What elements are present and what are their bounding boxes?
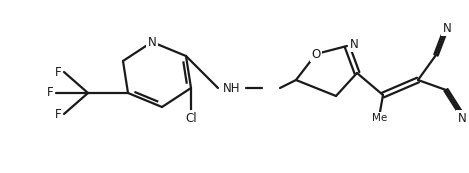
Text: NH: NH	[223, 81, 241, 94]
Text: F: F	[55, 107, 61, 121]
Text: O: O	[311, 48, 321, 61]
Text: F: F	[55, 66, 61, 79]
Text: F: F	[47, 86, 53, 99]
Text: Me: Me	[372, 113, 387, 123]
Text: N: N	[458, 112, 466, 125]
Text: N: N	[148, 35, 156, 48]
Text: N: N	[349, 38, 358, 51]
Text: N: N	[443, 21, 451, 34]
Text: Cl: Cl	[185, 112, 197, 125]
